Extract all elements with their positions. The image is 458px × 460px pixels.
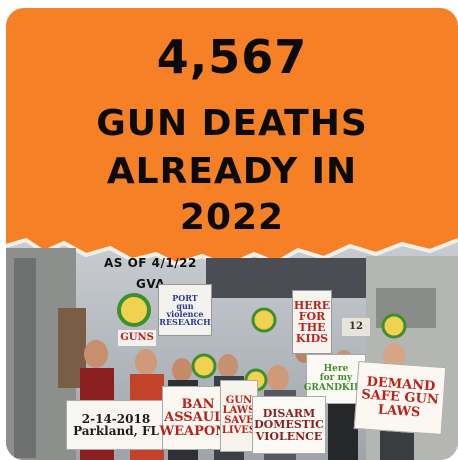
as-of-date: AS OF 4/1/22 bbox=[104, 256, 197, 270]
sign-gun-laws-save-lives: GUN LAWS SAVE LIVES bbox=[220, 380, 258, 452]
data-source: GVA bbox=[136, 277, 166, 291]
death-count: 4,567 bbox=[156, 30, 308, 84]
badge-icon bbox=[381, 313, 407, 339]
sign-here-for-the-kids: HERE FOR THE KIDS bbox=[292, 290, 332, 354]
badge-icon bbox=[191, 353, 217, 379]
sign-parkland: 2-14-2018 Parkland, FL bbox=[66, 400, 166, 450]
canopy bbox=[206, 258, 366, 298]
badge-icon bbox=[117, 293, 151, 327]
headline-line-3: 2022 bbox=[179, 197, 285, 238]
building-pillar bbox=[14, 258, 36, 458]
headline-line-1: GUN DEATHS bbox=[96, 103, 368, 144]
sign-number-12: 12 bbox=[342, 318, 370, 336]
sign-disarm-domestic-violence: DISARM DOMESTIC VIOLENCE bbox=[252, 396, 326, 454]
sign-demand-safe-gun-laws: DEMAND SAFE GUN LAWS bbox=[353, 361, 447, 435]
sign-here-for-my-grandkids: Here for my GRANDKIDS bbox=[304, 354, 368, 404]
sign-guns-fragment: GUNS bbox=[118, 330, 156, 346]
post-card: 4,567 GUN DEATHS ALREADY IN 2022 bbox=[6, 8, 458, 460]
headline-line-2: ALREADY IN bbox=[106, 151, 358, 192]
sign-gun-violence-research: PORT gun violence RESEARCH bbox=[158, 284, 212, 336]
badge-icon bbox=[251, 307, 277, 333]
